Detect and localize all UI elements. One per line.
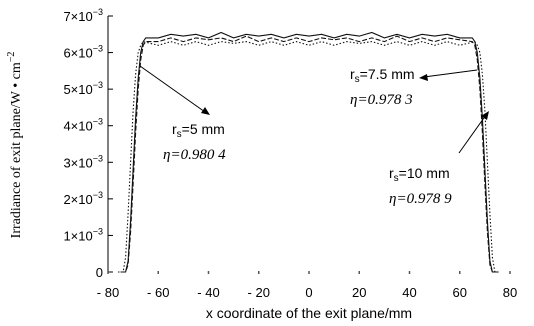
y-tick-label-exponent: −3	[93, 117, 103, 127]
x-tick-label: 20	[352, 285, 366, 300]
y-ticks: 01×10−32×10−33×10−34×10−35×10−36×10−37×1…	[63, 7, 113, 280]
y-tick-label-mantissa: 7×10	[63, 9, 92, 24]
annotation-rs-7-5mm: rs=7.5 mm η=0.978 3	[350, 66, 478, 108]
y-tick-label-mantissa: 2×10	[63, 192, 92, 207]
annotation-rs-10mm: rs=10 mm η=0.978 9	[389, 111, 489, 207]
series-line-3	[118, 40, 500, 273]
x-tick-label: - 40	[197, 285, 219, 300]
annotation-rs-5mm-r: r	[172, 121, 177, 137]
annotation-rs-10mm-label: rs=10 mm	[389, 165, 450, 184]
annotation-arrow-rs-10mm	[458, 114, 487, 154]
annotation-rs-10mm-eta: η=0.978 9	[389, 191, 452, 207]
y-tick-label: 4×10−3	[63, 117, 103, 134]
annotation-arrowhead-rs-7-5mm	[419, 74, 428, 81]
x-tick-label: - 20	[248, 285, 270, 300]
annotation-arrowhead-rs-10mm	[481, 111, 489, 120]
annotation-rs-10mm-value: =10 mm	[399, 165, 450, 181]
y-axis-label: Irradiance of exit plane/W • cm−2	[6, 52, 24, 239]
y-tick-label-exponent: −3	[93, 190, 103, 200]
y-tick-label-mantissa: 4×10	[63, 119, 92, 134]
y-tick-label-exponent: −3	[93, 80, 103, 90]
series-line-1	[120, 31, 498, 273]
annotation-rs-5mm-label: rs=5 mm	[172, 121, 225, 140]
annotation-rs-5mm-sub: s	[177, 129, 182, 140]
annotation-arrowhead-rs-5mm	[201, 107, 210, 115]
x-axis-label: x coordinate of the exit plane/mm	[206, 305, 412, 321]
x-tick-label: 60	[453, 285, 467, 300]
annotation-rs-5mm: rs=5 mm η=0.980 4	[139, 65, 226, 163]
x-tick-label: 80	[503, 285, 517, 300]
y-tick-label: 2×10−3	[63, 190, 103, 207]
x-tick-label: 0	[305, 285, 312, 300]
annotation-rs-5mm-value: =5 mm	[182, 121, 225, 137]
y-tick-label: 3×10−3	[63, 153, 103, 170]
y-tick-label-mantissa: 1×10	[63, 228, 92, 243]
y-tick-label: 1×10−3	[63, 226, 103, 243]
x-tick-label: 40	[402, 285, 416, 300]
y-axis-label-superscript: −2	[6, 52, 17, 63]
x-tick-label: - 80	[97, 285, 119, 300]
annotation-arrow-rs-7-5mm	[423, 69, 478, 78]
series-line-2	[120, 35, 498, 273]
y-tick-label-mantissa: 5×10	[63, 82, 92, 97]
y-tick-label: 5×10−3	[63, 80, 103, 97]
annotation-rs-7-5mm-eta: η=0.978 3	[350, 92, 413, 108]
annotation-rs-7-5mm-r: r	[350, 66, 355, 82]
y-tick-label-mantissa: 6×10	[63, 46, 92, 61]
y-tick-label-mantissa: 0	[96, 265, 103, 280]
y-tick-label: 0	[96, 265, 103, 280]
y-tick-label-exponent: −3	[93, 44, 103, 54]
x-tick-label: - 60	[147, 285, 169, 300]
y-axis-label-text: Irradiance of exit plane/W • cm	[9, 62, 24, 238]
y-tick-label-exponent: −3	[93, 226, 103, 236]
y-tick-label-mantissa: 3×10	[63, 155, 92, 170]
y-tick-label-exponent: −3	[93, 153, 103, 163]
annotation-rs-7-5mm-value: =7.5 mm	[360, 66, 415, 82]
x-ticks: - 80 - 60 - 40 - 20 0 20 40 60 80	[97, 271, 517, 300]
annotation-rs-7-5mm-sub: s	[355, 74, 360, 85]
annotation-rs-10mm-r: r	[389, 165, 394, 181]
annotation-rs-5mm-eta: η=0.980 4	[163, 147, 226, 163]
y-tick-label: 7×10−3	[63, 7, 103, 24]
annotation-rs-10mm-sub: s	[394, 173, 399, 184]
y-tick-label: 6×10−3	[63, 44, 103, 61]
series-group	[118, 31, 500, 273]
annotation-arrow-rs-5mm	[139, 65, 206, 113]
y-tick-label-exponent: −3	[93, 7, 103, 17]
annotation-rs-7-5mm-label: rs=7.5 mm	[350, 66, 415, 85]
